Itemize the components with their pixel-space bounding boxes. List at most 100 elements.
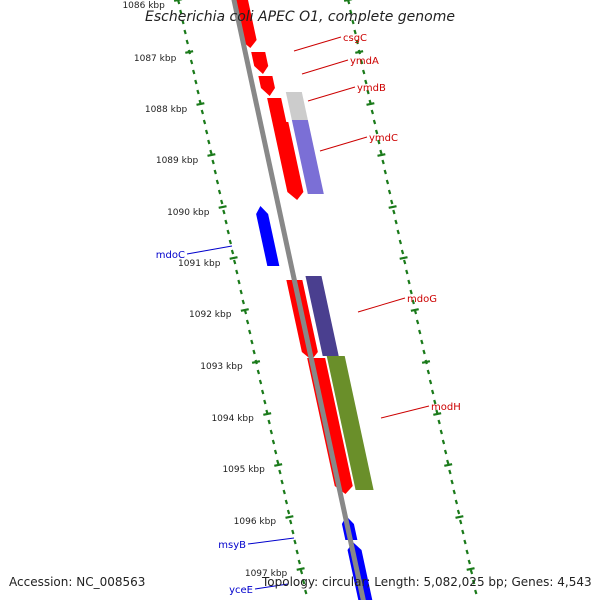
outer-minor-tick (387, 189, 392, 195)
outer-tick-track (343, 0, 478, 595)
outer-major-tick (433, 412, 442, 416)
outer-minor-tick (351, 19, 355, 25)
inner-major-tick (240, 308, 249, 312)
inner-minor-tick (301, 579, 306, 585)
inner-minor-tick (245, 319, 250, 325)
inner-minor-tick (230, 249, 235, 255)
inner-minor-tick (224, 219, 228, 225)
outer-minor-tick (379, 149, 383, 155)
outer-minor-tick (443, 449, 448, 455)
outer-minor-tick (441, 439, 446, 445)
inner-minor-tick (271, 439, 276, 445)
inner-minor-tick (183, 29, 187, 35)
outer-minor-tick (398, 239, 403, 245)
inner-minor-tick (299, 569, 304, 575)
outer-minor-tick (405, 269, 409, 275)
inner-minor-tick (189, 59, 194, 65)
outer-minor-tick (396, 229, 400, 235)
outer-minor-tick (392, 209, 396, 215)
inner-minor-tick (278, 469, 282, 475)
inner-minor-tick (289, 519, 293, 525)
outer-minor-tick (469, 569, 474, 575)
outer-major-tick (455, 515, 464, 519)
inner-minor-tick (280, 479, 284, 485)
msyB-label: msyB (218, 540, 246, 551)
inner-minor-tick (282, 489, 286, 495)
inner-minor-tick (194, 79, 198, 85)
inner-minor-tick (286, 509, 291, 515)
ymdB-gene-block (258, 76, 275, 96)
inner-minor-tick (232, 259, 237, 265)
scale-label: 1090 kbp (167, 208, 210, 218)
outer-minor-tick (433, 399, 437, 405)
mdoG-annotation-purple (305, 276, 339, 356)
inner-minor-tick (269, 429, 273, 435)
mdoG-leader-line (357, 297, 406, 313)
outer-minor-tick (372, 119, 377, 125)
outer-major-tick (377, 153, 386, 157)
scale-label: 1089 kbp (156, 156, 199, 166)
inner-minor-tick (181, 19, 185, 25)
inner-major-tick (229, 256, 238, 260)
inner-minor-tick (196, 89, 200, 95)
inner-minor-tick (252, 349, 256, 355)
inner-minor-tick (185, 39, 189, 45)
inner-minor-tick (192, 69, 196, 75)
mdoC-label: mdoC (156, 250, 185, 261)
ymdC-label: ymdC (369, 133, 398, 144)
outer-minor-tick (448, 469, 452, 475)
inner-minor-tick (276, 459, 280, 465)
inner-minor-tick (263, 399, 267, 405)
scale-label: 1086 kbp (122, 1, 165, 11)
inner-minor-tick (273, 449, 278, 455)
outer-minor-tick (359, 59, 364, 65)
scale-label: 1093 kbp (200, 362, 243, 372)
mdoC-leader-line (186, 245, 233, 255)
inner-minor-tick (211, 159, 215, 165)
outer-minor-tick (426, 369, 431, 375)
genome-backbone (231, 0, 366, 600)
outer-minor-tick (439, 429, 443, 435)
ymdC-leader-line (319, 136, 368, 152)
ymdA-gene-block (251, 52, 269, 74)
accession-text: Accession: NC_008563 (9, 575, 146, 589)
outer-minor-tick (390, 199, 394, 205)
mdoG-label: mdoG (407, 294, 437, 305)
outer-minor-tick (446, 459, 450, 465)
inner-minor-tick (220, 199, 224, 205)
inner-minor-tick (304, 589, 308, 595)
inner-minor-tick (241, 299, 245, 305)
outer-minor-tick (459, 519, 463, 525)
scale-label: 1094 kbp (211, 414, 254, 424)
genome-summary-text: Topology: circular; Length: 5,082,025 bp… (262, 575, 592, 589)
inner-major-tick (274, 463, 283, 467)
outer-minor-tick (437, 419, 441, 425)
inner-major-tick (196, 102, 205, 106)
outer-minor-tick (385, 179, 390, 185)
inner-minor-tick (215, 179, 220, 185)
ymdB-leader-line (307, 86, 356, 102)
inner-minor-tick (260, 389, 265, 395)
backbone-line (231, 0, 366, 600)
scale-label: 1088 kbp (145, 105, 188, 115)
inner-minor-tick (239, 289, 243, 295)
inner-minor-tick (213, 169, 217, 175)
outer-major-tick (421, 360, 431, 364)
outer-minor-tick (366, 89, 370, 95)
inner-minor-tick (200, 109, 205, 115)
msyB-leader-line (247, 537, 295, 545)
inner-minor-tick (267, 419, 271, 425)
outer-minor-tick (450, 479, 454, 485)
inner-minor-tick (258, 379, 263, 385)
outer-major-tick (388, 205, 397, 209)
inner-minor-tick (295, 549, 299, 555)
inner-minor-tick (207, 139, 211, 145)
outer-minor-tick (407, 279, 411, 285)
outer-minor-tick (381, 159, 385, 165)
inner-minor-tick (237, 279, 241, 285)
outer-minor-tick (420, 339, 424, 345)
outer-minor-tick (383, 169, 387, 175)
inner-minor-tick (179, 9, 183, 15)
inner-minor-tick (209, 149, 213, 155)
scale-label: 1096 kbp (234, 517, 277, 527)
